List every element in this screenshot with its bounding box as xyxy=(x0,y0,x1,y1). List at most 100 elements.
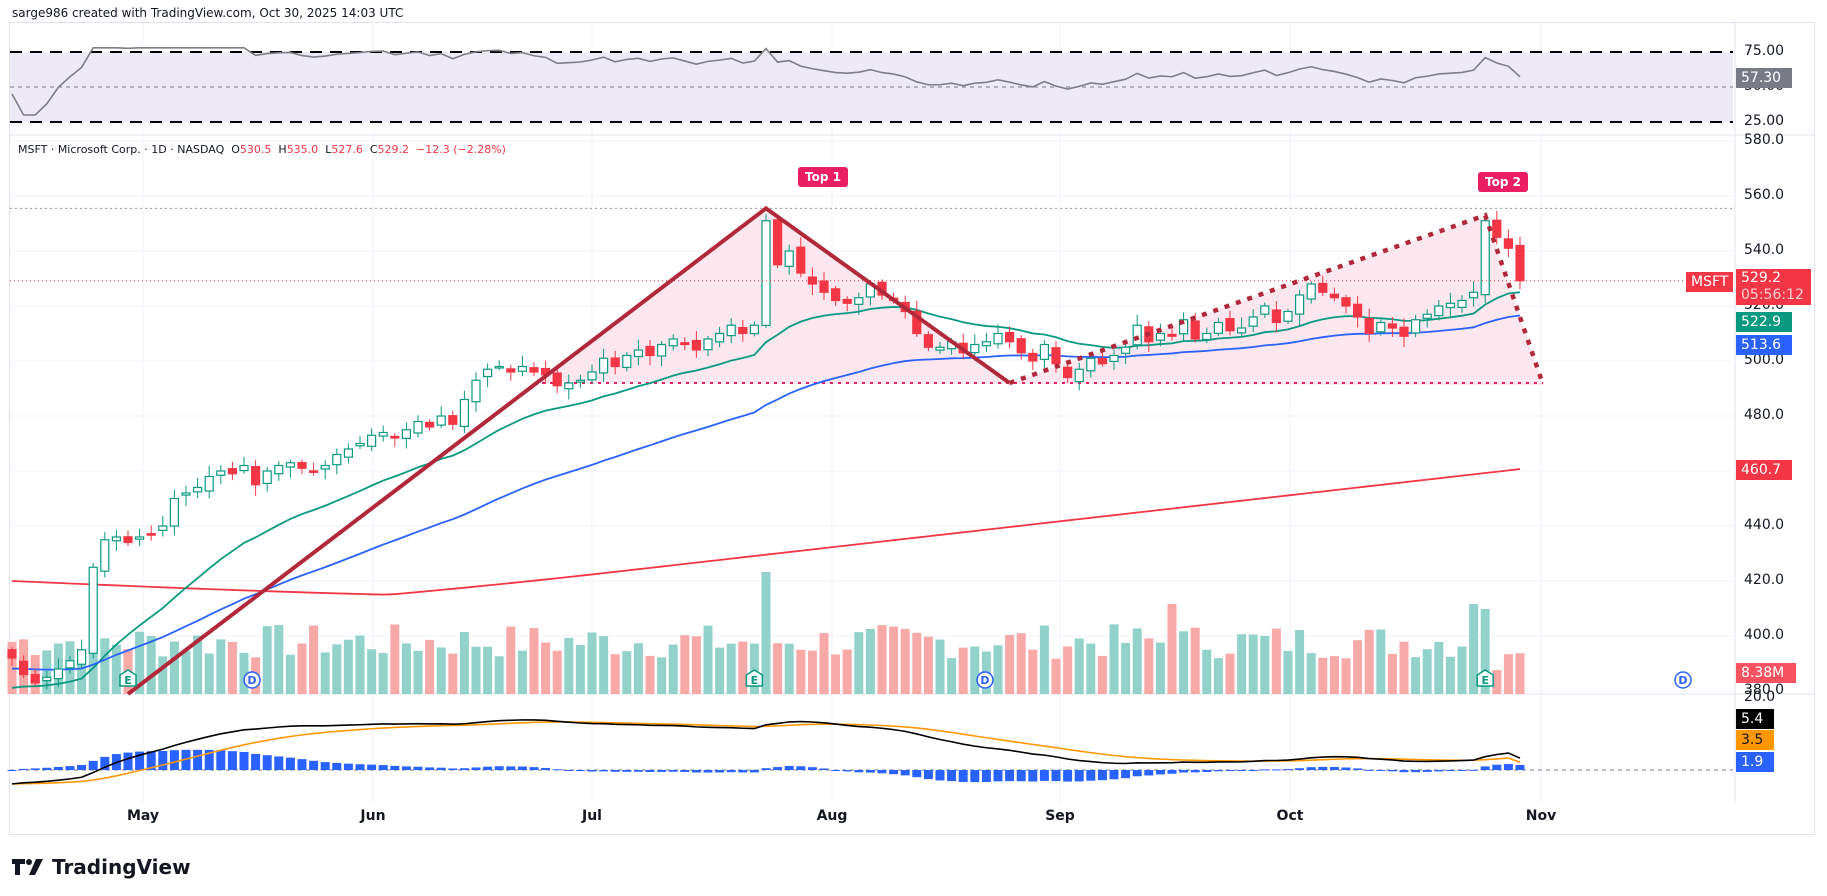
candle-body xyxy=(1352,303,1363,318)
macd-hist-bar xyxy=(378,765,388,770)
volume-bar xyxy=(923,636,933,694)
low-label: L xyxy=(325,143,332,156)
volume-bar xyxy=(1005,634,1015,694)
candle-body xyxy=(935,346,945,351)
macd-hist-bar xyxy=(726,770,736,773)
volume-bar xyxy=(1283,650,1293,694)
macd-hist-bar xyxy=(483,766,493,770)
tradingview-logo[interactable]: TradingView xyxy=(12,855,191,879)
tradingview-logo-icon xyxy=(12,859,43,875)
candle-body xyxy=(587,371,597,381)
candle-body xyxy=(30,674,40,684)
macd-hist-bar xyxy=(448,768,458,770)
volume-bar xyxy=(796,649,806,694)
volume-bar xyxy=(181,650,191,694)
macd-hist-bar xyxy=(413,766,423,770)
macd-hist-bar xyxy=(657,770,667,772)
volume-bar xyxy=(819,632,829,694)
candle-body xyxy=(807,276,818,285)
candle-body xyxy=(622,354,632,369)
candle-body xyxy=(1213,321,1224,334)
candle-body xyxy=(819,280,829,293)
candle-body xyxy=(42,676,52,682)
volume-bar xyxy=(703,625,713,694)
volume-bar xyxy=(970,646,980,694)
volume-bar xyxy=(239,652,249,694)
candle-body xyxy=(1236,327,1247,334)
volume-bar xyxy=(947,658,957,694)
macd-hist-bar xyxy=(1283,769,1293,771)
macd-hist-bar xyxy=(587,770,597,772)
macd-hist-bar xyxy=(1063,770,1073,782)
symbol-tag: MSFT xyxy=(1686,272,1733,292)
candle-body xyxy=(1097,358,1108,365)
candle-body xyxy=(564,382,574,390)
candle-body xyxy=(320,464,330,470)
macd-hist-bar xyxy=(668,770,678,772)
macd-hist-bar xyxy=(227,751,237,770)
top2-label[interactable]: Top 2 xyxy=(1478,172,1528,192)
macd-hist-bar xyxy=(30,768,40,770)
candle-body xyxy=(645,345,655,357)
volume-bar xyxy=(749,643,759,694)
volume-bar xyxy=(552,650,562,694)
candle-body xyxy=(483,368,493,378)
ema20-tag: 522.9 xyxy=(1736,312,1792,332)
candle-body xyxy=(1120,346,1131,354)
volume-bar xyxy=(274,625,284,694)
macd-hist-bar xyxy=(958,770,968,782)
volume-bar xyxy=(204,653,214,694)
volume-bar xyxy=(1132,628,1142,694)
volume-bar xyxy=(262,626,272,694)
macd-hist-bar xyxy=(981,770,991,782)
volume-bar xyxy=(773,643,783,694)
volume-bar xyxy=(1480,609,1490,694)
macd-hist-bar xyxy=(471,767,481,770)
macd-hist-bar xyxy=(703,770,713,773)
candle-body xyxy=(1051,347,1061,365)
macd-hist-bar xyxy=(1353,768,1363,770)
volume-bar xyxy=(645,655,655,694)
macd-hist-bar xyxy=(1492,764,1502,770)
volume-tag: 8.38M xyxy=(1736,663,1796,683)
volume-bar xyxy=(1248,634,1258,694)
earnings-marker-label: E xyxy=(1481,674,1489,687)
macd-hist-bar xyxy=(889,770,899,775)
macd-hist-bar xyxy=(320,762,330,770)
macd-hist-bar xyxy=(633,770,643,772)
candle-body xyxy=(830,288,841,302)
macd-hist-bar xyxy=(1434,770,1444,772)
macd-hist-bar xyxy=(77,765,87,770)
volume-bar xyxy=(1492,670,1502,694)
volume-bar xyxy=(1318,657,1328,694)
volume-bar xyxy=(355,635,365,694)
macd-hist-bar xyxy=(343,763,353,770)
volume-bar xyxy=(1353,640,1363,694)
price-axis-label: 440.0 xyxy=(1744,517,1785,533)
candle-body xyxy=(633,349,644,358)
price-axis-label: 480.0 xyxy=(1744,407,1785,423)
candle-body xyxy=(1422,313,1432,319)
candle-body xyxy=(158,525,168,531)
macd-hist-bar xyxy=(1213,770,1223,772)
volume-bar xyxy=(471,646,481,694)
dividend-marker: D xyxy=(976,671,994,689)
volume-bar xyxy=(1457,646,1467,694)
candle-body xyxy=(1468,291,1479,299)
macd-hist-bar xyxy=(1515,764,1525,770)
time-axis-label: Jun xyxy=(360,808,386,824)
candle-body xyxy=(1329,293,1340,299)
candle-body xyxy=(53,668,64,680)
volume-bar xyxy=(877,625,887,694)
volume-bar xyxy=(216,639,226,694)
candle-body xyxy=(842,298,852,304)
macd-hist-bar xyxy=(807,767,817,770)
top1-label[interactable]: Top 1 xyxy=(798,167,848,187)
candle-body xyxy=(714,332,725,343)
candle-body xyxy=(378,431,388,437)
volume-bar xyxy=(854,632,864,694)
volume-bar xyxy=(1074,638,1084,694)
dividend-marker-shape xyxy=(1674,671,1692,689)
macd-hist-bar xyxy=(216,750,226,770)
